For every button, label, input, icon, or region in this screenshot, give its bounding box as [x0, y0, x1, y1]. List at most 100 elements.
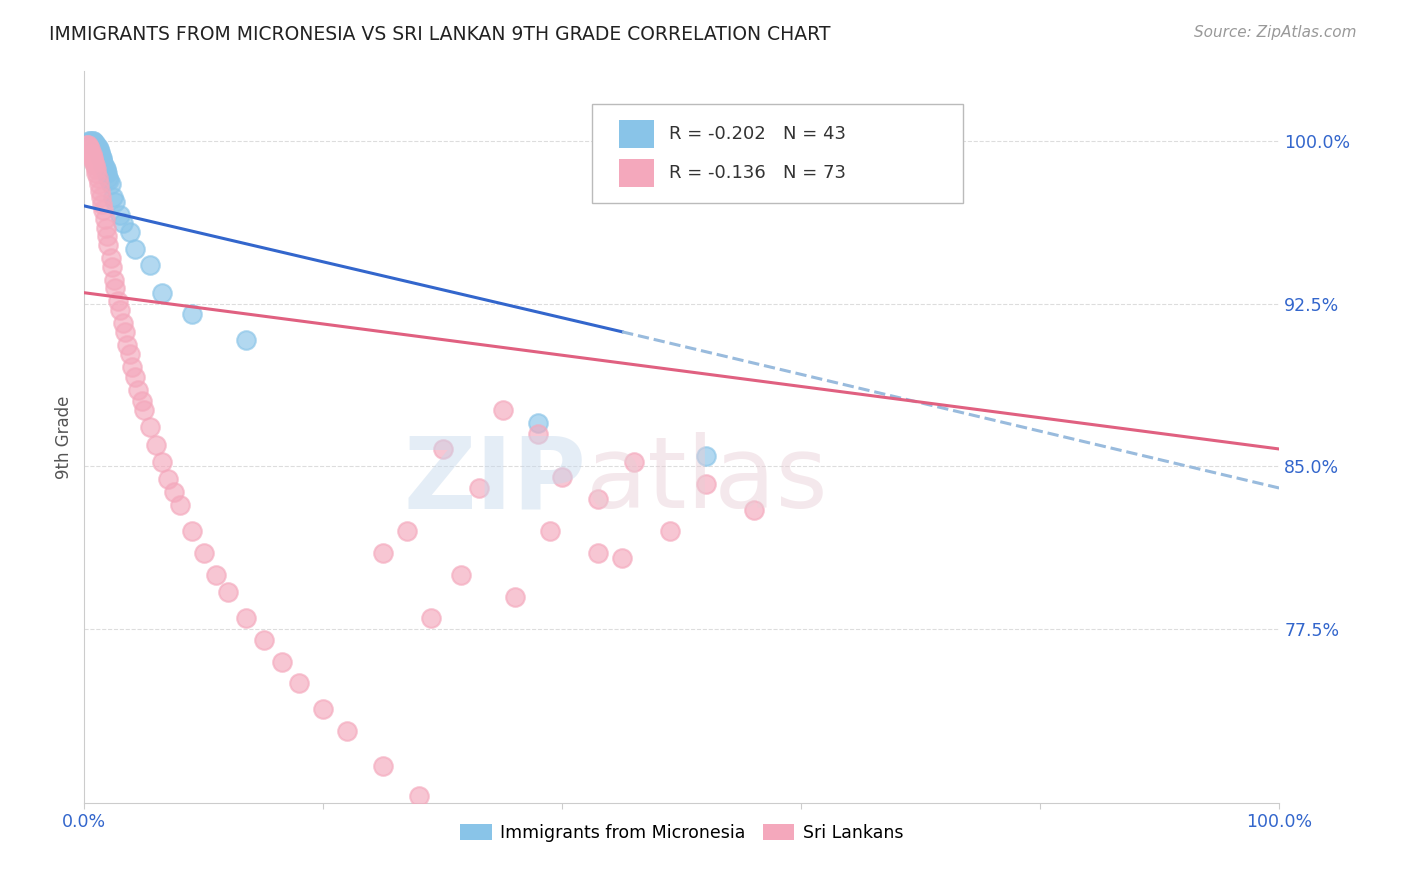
- Legend: Immigrants from Micronesia, Sri Lankans: Immigrants from Micronesia, Sri Lankans: [453, 817, 911, 849]
- Point: [373, 759, 395, 773]
- Point: [84, 138, 107, 153]
- Point: [86, 170, 108, 185]
- Text: R = -0.136   N = 73: R = -0.136 N = 73: [669, 164, 846, 182]
- Point: [124, 370, 146, 384]
- Point: [450, 568, 472, 582]
- Point: [86, 143, 108, 157]
- Point: [86, 166, 108, 180]
- Text: IMMIGRANTS FROM MICRONESIA VS SRI LANKAN 9TH GRADE CORRELATION CHART: IMMIGRANTS FROM MICRONESIA VS SRI LANKAN…: [49, 25, 831, 44]
- FancyBboxPatch shape: [592, 104, 963, 203]
- Point: [503, 590, 526, 604]
- Point: [121, 359, 143, 374]
- Point: [87, 178, 110, 192]
- Point: [94, 164, 117, 178]
- Point: [100, 251, 122, 265]
- Point: [373, 546, 395, 560]
- Point: [82, 153, 104, 168]
- Point: [84, 136, 107, 150]
- Point: [396, 524, 419, 539]
- Bar: [619, 120, 654, 148]
- Point: [132, 403, 156, 417]
- Point: [76, 138, 98, 153]
- Point: [150, 455, 173, 469]
- Point: [104, 194, 127, 209]
- Point: [90, 190, 112, 204]
- Point: [163, 485, 186, 500]
- Text: atlas: atlas: [586, 433, 828, 530]
- Point: [117, 338, 139, 352]
- Point: [77, 136, 100, 150]
- Point: [82, 151, 104, 165]
- Text: ZIP: ZIP: [404, 433, 586, 530]
- Text: R = -0.202   N = 43: R = -0.202 N = 43: [669, 125, 846, 144]
- Point: [91, 196, 114, 211]
- Point: [588, 546, 610, 560]
- Point: [235, 611, 257, 625]
- Point: [93, 203, 115, 218]
- Text: Source: ZipAtlas.com: Source: ZipAtlas.com: [1194, 25, 1357, 40]
- Point: [83, 155, 105, 169]
- Point: [124, 243, 146, 257]
- Point: [118, 225, 141, 239]
- Point: [695, 476, 717, 491]
- Point: [83, 136, 105, 150]
- Point: [79, 134, 101, 148]
- Point: [432, 442, 454, 456]
- Point: [270, 655, 292, 669]
- Point: [79, 143, 101, 157]
- Point: [217, 585, 239, 599]
- Point: [104, 281, 127, 295]
- Point: [94, 220, 117, 235]
- Point: [80, 149, 103, 163]
- Point: [169, 499, 191, 513]
- Point: [110, 303, 132, 318]
- Point: [612, 550, 634, 565]
- Point: [90, 149, 112, 163]
- Point: [90, 151, 112, 165]
- Point: [86, 140, 108, 154]
- Point: [181, 308, 204, 322]
- Point: [131, 394, 153, 409]
- Point: [87, 145, 110, 159]
- Point: [80, 136, 103, 150]
- Point: [742, 503, 765, 517]
- Point: [82, 134, 104, 148]
- Point: [181, 524, 204, 539]
- Point: [91, 153, 114, 168]
- Point: [312, 702, 335, 716]
- Point: [420, 611, 443, 625]
- Point: [139, 258, 162, 272]
- Point: [527, 426, 550, 441]
- Point: [80, 146, 103, 161]
- Point: [82, 134, 104, 148]
- Point: [101, 190, 124, 204]
- Bar: [619, 159, 654, 187]
- Point: [127, 384, 149, 398]
- Y-axis label: 9th Grade: 9th Grade: [55, 395, 73, 479]
- Point: [527, 416, 550, 430]
- Point: [193, 546, 215, 560]
- Point: [86, 138, 108, 153]
- Point: [96, 166, 118, 180]
- Point: [83, 136, 105, 150]
- Point: [695, 449, 717, 463]
- Point: [205, 568, 228, 582]
- Point: [91, 151, 114, 165]
- Point: [111, 216, 134, 230]
- Point: [89, 146, 111, 161]
- Point: [336, 724, 359, 739]
- Point: [288, 676, 311, 690]
- Point: [110, 208, 132, 222]
- Point: [93, 160, 115, 174]
- Point: [103, 273, 125, 287]
- Point: [468, 481, 491, 495]
- Point: [588, 491, 610, 506]
- Point: [114, 325, 136, 339]
- Point: [97, 170, 120, 185]
- Point: [118, 346, 141, 360]
- Point: [94, 161, 117, 176]
- Point: [77, 134, 100, 148]
- Point: [89, 145, 111, 159]
- Point: [97, 238, 120, 252]
- Point: [107, 294, 129, 309]
